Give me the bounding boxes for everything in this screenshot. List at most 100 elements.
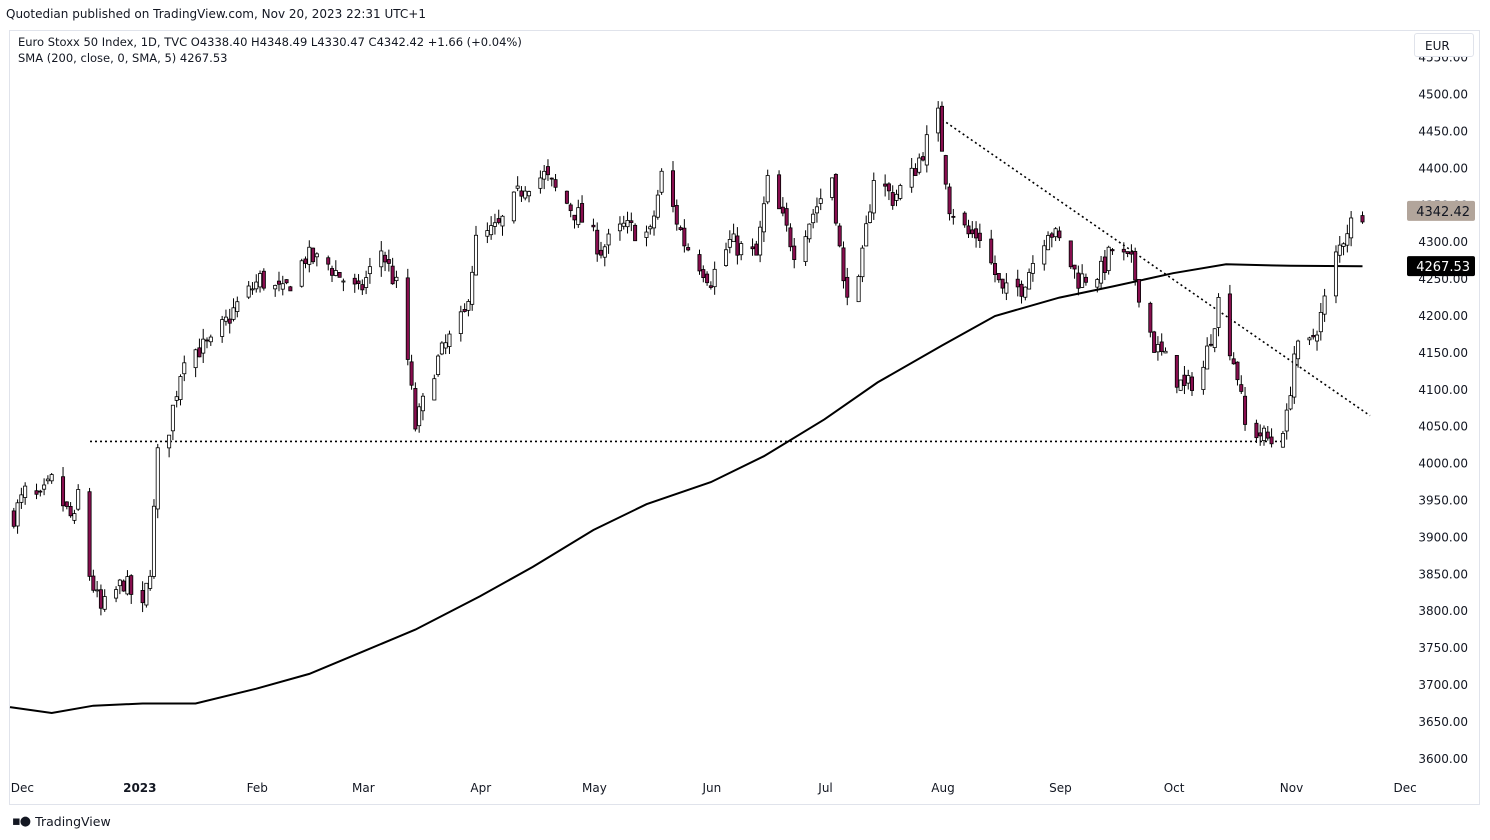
candle-body [545,166,550,176]
candle-body [280,283,285,290]
candle-body [538,177,543,189]
candle-body [580,203,585,223]
candle-body [500,215,505,227]
sma-legend[interactable]: SMA (200, close, 0, SMA, 5) 4267.53 [18,51,228,65]
candle-body [784,208,789,226]
candle-body [284,279,289,284]
candle-body [511,191,516,222]
candle-body [390,265,395,285]
candle-body [76,489,81,510]
candle-body [337,271,342,278]
candle-body [1042,245,1047,265]
candle-body [42,484,47,490]
candle-body [864,223,869,247]
footer-brand[interactable]: ▪● TradingView [12,814,111,829]
candle-body [1333,251,1338,297]
candle-body [34,490,39,495]
candle-body [1125,251,1130,254]
y-tick-label: 3750.00 [1418,641,1468,655]
candle-body [924,134,929,166]
brand-name: TradingView [35,814,111,829]
candle-body [330,268,335,276]
candle-body [458,311,463,334]
candle-body [860,247,865,278]
candle-body [1322,295,1327,315]
candle-body [617,223,622,232]
symbol-ohlc-legend[interactable]: Euro Stoxx 50 Index, 1D, TVC O4338.40 H4… [18,35,522,49]
candle-body [686,247,691,251]
candle-body [1307,337,1312,341]
candle-body [1296,340,1301,360]
tradingview-logo-icon: ▪● [12,814,31,829]
x-tick-label: Dec [1394,781,1417,795]
candle-body [898,185,903,199]
candle-body [977,232,982,242]
y-tick-label: 3800.00 [1418,604,1468,618]
candle-body [1152,331,1157,353]
candle-body [1349,217,1354,239]
candle-body [492,222,497,227]
candle-body [572,214,577,221]
candle-body [989,238,994,264]
candle-body [405,277,410,360]
candle-body [697,254,702,272]
candle-body [921,156,926,161]
candle-body [386,259,391,264]
candle-body [1148,302,1153,333]
y-tick-label: 3700.00 [1418,678,1468,692]
candle-body [523,190,528,199]
candle-body [276,280,281,285]
y-tick-label: 4100.00 [1418,383,1468,397]
candle-body [527,191,532,197]
chart-frame[interactable] [9,30,1480,805]
candle-body [542,170,547,180]
candle-body [409,361,414,386]
y-tick-label: 4450.00 [1418,125,1468,139]
x-tick-label: Feb [247,781,268,795]
candle-body [1178,379,1183,391]
candle-body [674,205,679,225]
candle-body [11,510,16,527]
candle-body [1292,353,1297,398]
candle-body [602,246,607,258]
candle-body [1155,344,1160,353]
candle-body [64,501,69,507]
x-tick-label: Jun [701,781,721,795]
candle-body [72,513,77,521]
candle-body [943,155,948,185]
candle-body [765,175,770,203]
candle-body [1072,264,1077,270]
candle-body [625,220,630,228]
candle-body [447,333,452,347]
candle-body [413,388,418,430]
candle-body [894,193,899,201]
candle-body [1027,272,1032,290]
candle-body [811,213,816,224]
y-tick-label: 3850.00 [1418,567,1468,581]
candle-body [170,404,175,432]
candle-body [724,249,729,266]
currency-selector[interactable]: EUR [1414,33,1474,57]
candle-body [519,190,524,197]
candle-body [87,491,92,577]
candle-body [250,288,255,291]
candle-body [739,243,744,256]
candle-body [1318,312,1323,333]
candle-body [1053,228,1058,238]
y-tick-label: 3650.00 [1418,715,1468,729]
candle-body [360,284,365,291]
candle-body [1337,244,1342,256]
candle-body [867,211,872,223]
candle-body [1208,343,1213,346]
candle-body [947,186,952,215]
candle-body [383,254,388,263]
candle-body [197,347,202,358]
candle-body [148,575,153,589]
chart-legend: Euro Stoxx 50 Index, 1D, TVC O4338.40 H4… [18,34,522,66]
candle-body [1068,240,1073,268]
candle-body [364,277,369,288]
x-tick-label: Apr [470,781,491,795]
candle-body [121,580,126,592]
candle-body [682,227,687,247]
